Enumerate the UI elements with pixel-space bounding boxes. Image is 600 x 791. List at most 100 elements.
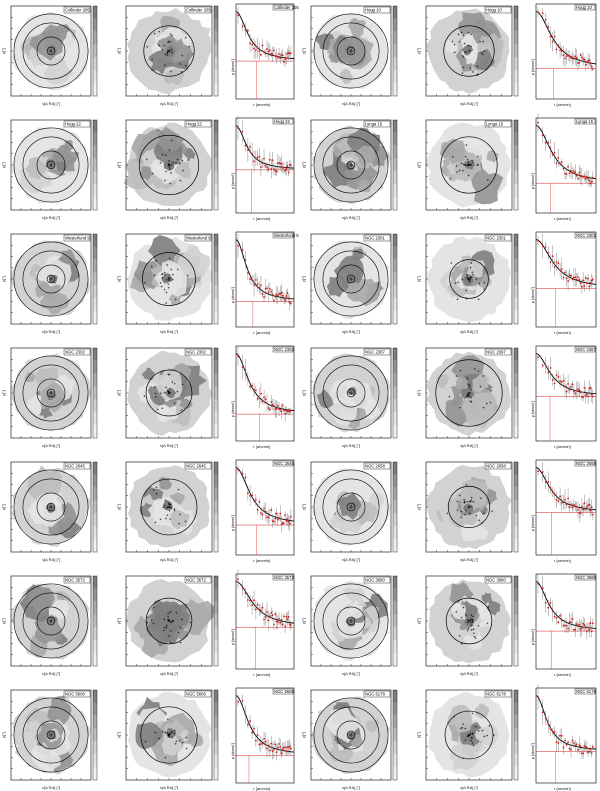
data-point	[273, 748, 275, 751]
data-point	[284, 169, 287, 172]
member-star	[181, 169, 184, 172]
data-point	[585, 630, 588, 632]
scale-step	[514, 259, 518, 273]
contour-level	[357, 179, 372, 193]
data-point	[260, 53, 262, 56]
profile-frame	[535, 687, 597, 784]
map-title: NGC 2645	[184, 462, 212, 470]
member-star	[163, 64, 166, 67]
data-point	[286, 618, 289, 621]
data-point	[560, 161, 563, 163]
member-star	[170, 507, 173, 510]
title-box	[484, 6, 512, 14]
data-point	[575, 623, 578, 626]
scale-step	[214, 462, 218, 475]
member-star	[179, 179, 182, 182]
map-x-label: x[Δ RA] [°]	[42, 557, 60, 562]
radius-circle	[13, 241, 89, 317]
data-point	[268, 408, 271, 411]
data-point	[591, 278, 594, 281]
data-point	[572, 170, 575, 172]
scale-step	[393, 83, 397, 96]
data-point	[263, 737, 265, 740]
scale-bar	[92, 5, 98, 97]
member-star	[475, 514, 478, 517]
map-x-label: x[Δ RA] [°]	[460, 557, 478, 562]
cluster-panel-right: Lynga 15 x[Δ RA] [°] y[°] Lynga 15 x[Δ RA] […	[301, 113, 597, 221]
profile-y-label: ρ [stars/']	[230, 629, 235, 645]
data-point	[264, 287, 267, 290]
member-star	[472, 744, 475, 747]
contour-core	[348, 501, 358, 511]
map-title: NGC 5606	[63, 690, 91, 698]
member-star	[168, 619, 171, 622]
contour-level	[188, 732, 204, 748]
scale-step	[393, 539, 397, 552]
data-point	[557, 621, 560, 624]
member-star	[467, 161, 470, 164]
radius-circle	[322, 364, 380, 422]
center-marker	[349, 505, 353, 509]
radius-circle	[346, 46, 356, 56]
scale-bar	[213, 575, 219, 667]
data-point	[268, 615, 271, 618]
scale-step	[514, 31, 518, 45]
member-star	[171, 34, 174, 37]
member-star	[181, 741, 184, 744]
data-point	[544, 601, 547, 604]
map-title-text: NGC 3680	[486, 578, 506, 583]
data-point	[285, 168, 288, 170]
member-star	[453, 51, 456, 54]
map-x-label: x[Δ RA] [°]	[160, 215, 178, 220]
radial-profile: Hogg 10 r [arcmin] ρ [stars/']	[530, 3, 597, 107]
data-point	[278, 53, 280, 55]
scale-step	[93, 690, 97, 703]
member-star	[470, 628, 473, 631]
member-star	[464, 164, 467, 167]
scale-step	[93, 653, 97, 666]
scale-step	[393, 259, 397, 273]
radius-circle	[336, 606, 366, 636]
scale-bar	[513, 689, 519, 781]
member-star	[171, 273, 174, 276]
member-star	[471, 732, 474, 735]
title-box	[272, 118, 294, 125]
data-point	[568, 388, 571, 391]
data-point	[553, 730, 556, 733]
data-point	[589, 182, 592, 185]
member-star	[168, 50, 171, 53]
data-point	[547, 371, 550, 374]
fit-curve	[235, 11, 295, 60]
title-box	[184, 462, 212, 470]
contour-level	[369, 492, 385, 507]
member-star	[178, 513, 181, 516]
data-point	[251, 604, 254, 607]
member-star	[455, 164, 458, 167]
data-point	[590, 180, 593, 183]
member-star	[176, 268, 179, 271]
title-box	[184, 120, 212, 128]
scale-step	[393, 653, 397, 666]
map-title: Hogg 22	[63, 120, 91, 128]
data-point	[549, 727, 552, 730]
scale-bar	[92, 689, 98, 781]
data-point	[583, 502, 586, 505]
data-point	[266, 747, 268, 750]
member-star	[168, 277, 171, 280]
data-point	[557, 262, 560, 265]
map-title-text: NGC 2302	[186, 350, 206, 355]
member-star	[173, 508, 176, 511]
member-star	[173, 382, 176, 385]
cluster-panel-right: NGC 2658 x[Δ RA] [°] y[°] NGC 2658 x[Δ RA] […	[301, 459, 596, 563]
data-point	[570, 57, 572, 60]
member-star	[165, 624, 168, 627]
scale-bar	[213, 5, 219, 97]
data-point	[572, 276, 575, 279]
member-star	[481, 729, 484, 732]
member-star	[468, 384, 471, 387]
scale-step	[514, 18, 518, 32]
contour-level	[56, 161, 67, 172]
center-marker	[349, 49, 353, 53]
map-title: NGC 2645	[63, 462, 91, 470]
data-point	[570, 748, 572, 751]
